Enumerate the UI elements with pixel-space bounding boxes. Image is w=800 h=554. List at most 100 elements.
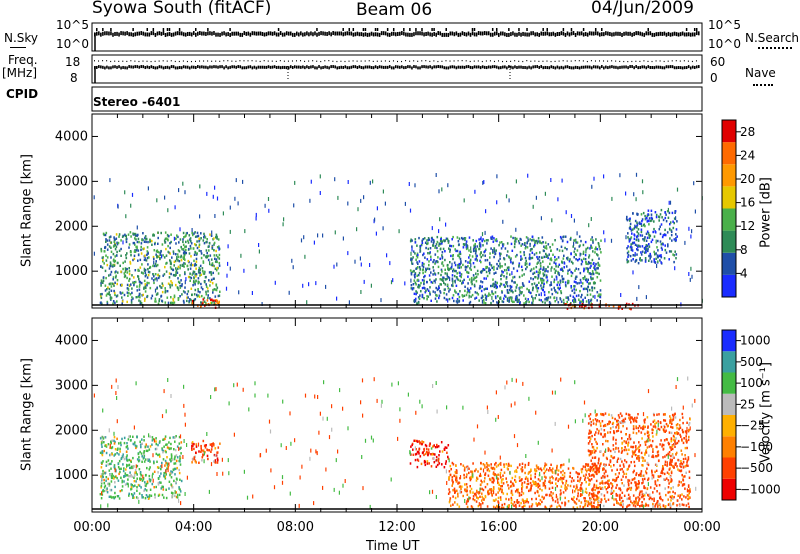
- scatter-cell: [416, 439, 418, 443]
- scatter-cell: [636, 235, 639, 238]
- scatter-cell: [562, 491, 565, 494]
- scatter-cell: [489, 268, 491, 272]
- scatter-cell: [202, 298, 205, 301]
- scatter-cell: [172, 250, 175, 253]
- scatter-cell: [164, 241, 166, 244]
- scatter-cell: [109, 453, 112, 456]
- scatter-cell: [486, 483, 489, 486]
- scatter-cell: [134, 441, 136, 444]
- scatter-cell: [140, 271, 143, 274]
- scatter-cell: [562, 482, 564, 485]
- scatter-cell: [186, 264, 189, 268]
- scatter-cell: [129, 231, 132, 234]
- scatter-cell: [503, 258, 506, 261]
- freq-trace: [419, 66, 421, 70]
- scatter-cell: [542, 481, 545, 485]
- freq-trace: [471, 66, 474, 70]
- scatter-cell: [130, 254, 132, 257]
- scatter-cell: [580, 295, 582, 299]
- scatter-cell: [155, 440, 157, 443]
- scatter-cell: [159, 455, 161, 458]
- scatter-cell: [449, 261, 451, 264]
- freq-trace: [215, 65, 217, 69]
- scatter-cell: [337, 195, 339, 200]
- freq-trace: [122, 65, 124, 69]
- scatter-cell: [491, 290, 493, 293]
- nsky-trace: [431, 32, 433, 37]
- scatter-cell: [169, 283, 171, 287]
- scatter-cell: [483, 480, 486, 483]
- scatter-cell: [503, 283, 505, 287]
- scatter-cell: [218, 246, 220, 251]
- nsky-trace: [237, 31, 240, 36]
- nsky-trace: [126, 31, 128, 36]
- scatter-cell: [495, 249, 497, 252]
- scatter-cell: [544, 241, 547, 244]
- scatter-cell: [450, 265, 453, 269]
- scatter-cell: [505, 282, 508, 286]
- scatter-cell: [427, 448, 430, 451]
- scatter-cell: [640, 224, 643, 227]
- scatter-cell: [138, 484, 141, 487]
- scatter-cell: [599, 293, 602, 296]
- freq-trace: [647, 65, 650, 69]
- scatter-cell: [165, 450, 167, 454]
- scatter-cell: [470, 505, 473, 508]
- scatter-cell: [575, 485, 578, 488]
- scatter-cell: [513, 300, 515, 303]
- scatter-cell: [325, 284, 327, 289]
- scatter-cell: [180, 441, 183, 444]
- scatter-cell: [645, 217, 647, 220]
- nsky-trace: [330, 32, 332, 37]
- scatter-cell: [641, 219, 643, 223]
- freq-trace: [114, 65, 116, 69]
- scatter-cell: [168, 441, 170, 444]
- scatter-cell: [499, 241, 501, 244]
- freq-trace: [580, 65, 583, 69]
- scatter-cell: [121, 291, 124, 295]
- scatter-cell: [110, 282, 112, 285]
- scatter-cell: [191, 263, 194, 267]
- scatter-cell: [449, 277, 451, 282]
- scatter-cell: [546, 281, 548, 284]
- scatter-cell: [135, 245, 137, 249]
- freq-trace: [289, 65, 292, 69]
- scatter-cell: [411, 262, 414, 265]
- scatter-cell: [182, 247, 185, 251]
- scatter-cell: [541, 495, 543, 499]
- scatter-cell: [195, 451, 197, 454]
- scatter-cell: [107, 482, 109, 486]
- nsky-trace: [251, 31, 254, 36]
- scatter-cell: [510, 496, 513, 500]
- scatter-cell: [410, 273, 413, 276]
- scatter-cell: [144, 481, 146, 484]
- scatter-cell: [101, 266, 104, 269]
- scatter-cell: [443, 276, 445, 280]
- scatter-cell: [588, 254, 591, 257]
- scatter-cell: [200, 304, 202, 307]
- scatter-cell: [454, 496, 457, 500]
- scatter-cell: [557, 301, 560, 304]
- scatter-cell: [182, 299, 185, 303]
- scatter-cell: [411, 287, 414, 290]
- scatter-cell: [458, 237, 461, 240]
- freq-trace: [134, 65, 136, 69]
- scatter-cell: [532, 299, 534, 302]
- scatter-cell: [529, 256, 531, 261]
- scatter-cell: [106, 491, 109, 494]
- nsky-trace: [296, 31, 298, 36]
- scatter-cell: [502, 271, 504, 274]
- scatter-cell: [555, 265, 557, 268]
- scatter-cell: [283, 217, 285, 222]
- scatter-cell: [488, 271, 491, 275]
- scatter-cell: [195, 443, 198, 446]
- scatter-cell: [143, 258, 146, 261]
- scatter-cell: [129, 435, 131, 438]
- nsky-trace: [459, 32, 462, 37]
- scatter-cell: [143, 247, 145, 250]
- scatter-cell: [494, 295, 497, 298]
- scatter-cell: [137, 452, 140, 456]
- scatter-cell: [114, 255, 116, 258]
- scatter-cell: [111, 460, 113, 463]
- scatter-cell: [516, 501, 519, 504]
